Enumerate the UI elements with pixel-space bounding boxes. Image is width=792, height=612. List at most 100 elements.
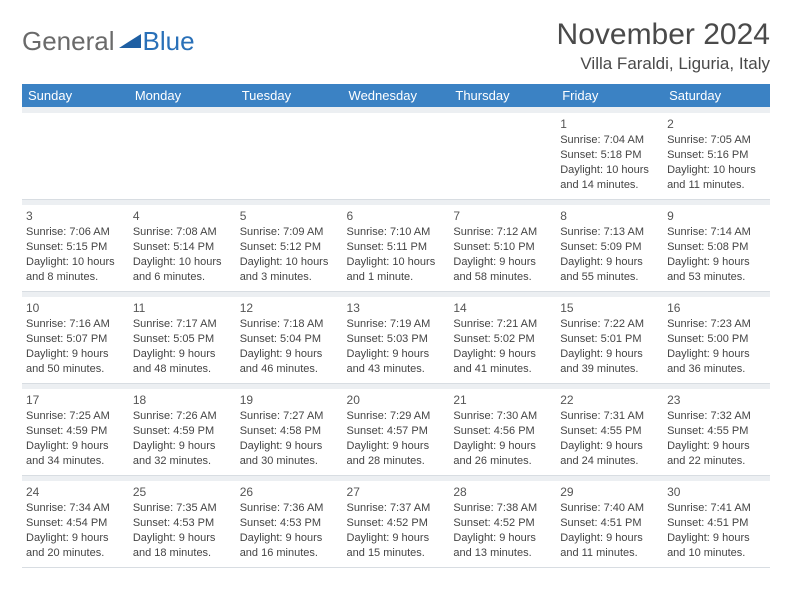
day-number: 12 [240,300,339,316]
daylight-line: Daylight: 10 hours and 14 minutes. [560,163,659,193]
sunrise-line: Sunrise: 7:38 AM [453,501,552,516]
day-number: 17 [26,392,125,408]
day-number: 22 [560,392,659,408]
day-number: 5 [240,208,339,224]
day-cell: 28Sunrise: 7:38 AMSunset: 4:52 PMDayligh… [449,481,556,567]
daylight-line: Daylight: 9 hours and 58 minutes. [453,255,552,285]
daylight-line: Daylight: 9 hours and 30 minutes. [240,439,339,469]
page-title: November 2024 [557,18,770,52]
day-number: 4 [133,208,232,224]
sunrise-line: Sunrise: 7:27 AM [240,409,339,424]
daylight-line: Daylight: 9 hours and 26 minutes. [453,439,552,469]
weekday-header: Sunday [22,84,129,107]
day-cell-empty [449,113,556,199]
sunset-line: Sunset: 5:14 PM [133,240,232,255]
day-cell: 20Sunrise: 7:29 AMSunset: 4:57 PMDayligh… [343,389,450,475]
daylight-line: Daylight: 9 hours and 18 minutes. [133,531,232,561]
sunset-line: Sunset: 5:12 PM [240,240,339,255]
location-subtitle: Villa Faraldi, Liguria, Italy [557,54,770,74]
day-cell: 3Sunrise: 7:06 AMSunset: 5:15 PMDaylight… [22,205,129,291]
week-row: 1Sunrise: 7:04 AMSunset: 5:18 PMDaylight… [22,113,770,199]
day-cell: 24Sunrise: 7:34 AMSunset: 4:54 PMDayligh… [22,481,129,567]
sunset-line: Sunset: 4:56 PM [453,424,552,439]
sunset-line: Sunset: 4:59 PM [133,424,232,439]
sunset-line: Sunset: 5:15 PM [26,240,125,255]
sunrise-line: Sunrise: 7:32 AM [667,409,766,424]
day-number: 29 [560,484,659,500]
daylight-line: Daylight: 9 hours and 24 minutes. [560,439,659,469]
day-cell: 22Sunrise: 7:31 AMSunset: 4:55 PMDayligh… [556,389,663,475]
daylight-line: Daylight: 9 hours and 39 minutes. [560,347,659,377]
sunset-line: Sunset: 5:16 PM [667,148,766,163]
daylight-line: Daylight: 9 hours and 10 minutes. [667,531,766,561]
logo-triangle-icon [119,30,141,53]
sunrise-line: Sunrise: 7:37 AM [347,501,446,516]
sunrise-line: Sunrise: 7:21 AM [453,317,552,332]
sunrise-line: Sunrise: 7:17 AM [133,317,232,332]
sunrise-line: Sunrise: 7:10 AM [347,225,446,240]
daylight-line: Daylight: 10 hours and 11 minutes. [667,163,766,193]
day-number: 24 [26,484,125,500]
daylight-line: Daylight: 9 hours and 36 minutes. [667,347,766,377]
daylight-line: Daylight: 9 hours and 41 minutes. [453,347,552,377]
day-number: 9 [667,208,766,224]
sunset-line: Sunset: 5:18 PM [560,148,659,163]
daylight-line: Daylight: 9 hours and 28 minutes. [347,439,446,469]
week-row: 3Sunrise: 7:06 AMSunset: 5:15 PMDaylight… [22,205,770,291]
daylight-line: Daylight: 9 hours and 48 minutes. [133,347,232,377]
daylight-line: Daylight: 9 hours and 15 minutes. [347,531,446,561]
sunrise-line: Sunrise: 7:29 AM [347,409,446,424]
sunset-line: Sunset: 4:54 PM [26,516,125,531]
sunrise-line: Sunrise: 7:13 AM [560,225,659,240]
day-number: 3 [26,208,125,224]
daylight-line: Daylight: 9 hours and 55 minutes. [560,255,659,285]
sunset-line: Sunset: 5:05 PM [133,332,232,347]
sunset-line: Sunset: 5:02 PM [453,332,552,347]
sunset-line: Sunset: 4:53 PM [133,516,232,531]
day-number: 1 [560,116,659,132]
week-row: 10Sunrise: 7:16 AMSunset: 5:07 PMDayligh… [22,297,770,383]
sunset-line: Sunset: 4:59 PM [26,424,125,439]
sunset-line: Sunset: 4:55 PM [667,424,766,439]
sunset-line: Sunset: 4:55 PM [560,424,659,439]
day-number: 8 [560,208,659,224]
day-cell: 19Sunrise: 7:27 AMSunset: 4:58 PMDayligh… [236,389,343,475]
day-cell: 23Sunrise: 7:32 AMSunset: 4:55 PMDayligh… [663,389,770,475]
sunrise-line: Sunrise: 7:14 AM [667,225,766,240]
daylight-line: Daylight: 9 hours and 13 minutes. [453,531,552,561]
day-number: 20 [347,392,446,408]
sunset-line: Sunset: 5:04 PM [240,332,339,347]
sunrise-line: Sunrise: 7:41 AM [667,501,766,516]
day-number: 25 [133,484,232,500]
day-cell: 10Sunrise: 7:16 AMSunset: 5:07 PMDayligh… [22,297,129,383]
day-number: 30 [667,484,766,500]
day-cell: 16Sunrise: 7:23 AMSunset: 5:00 PMDayligh… [663,297,770,383]
sunrise-line: Sunrise: 7:05 AM [667,133,766,148]
sunset-line: Sunset: 5:01 PM [560,332,659,347]
day-number: 7 [453,208,552,224]
sunset-line: Sunset: 5:08 PM [667,240,766,255]
day-number: 14 [453,300,552,316]
day-number: 2 [667,116,766,132]
sunset-line: Sunset: 4:53 PM [240,516,339,531]
sunrise-line: Sunrise: 7:08 AM [133,225,232,240]
sunrise-line: Sunrise: 7:09 AM [240,225,339,240]
day-cell-empty [22,113,129,199]
sunrise-line: Sunrise: 7:12 AM [453,225,552,240]
daylight-line: Daylight: 9 hours and 16 minutes. [240,531,339,561]
logo-text-blue: Blue [143,26,195,57]
daylight-line: Daylight: 9 hours and 20 minutes. [26,531,125,561]
day-number: 26 [240,484,339,500]
day-cell-empty [129,113,236,199]
daylight-line: Daylight: 9 hours and 34 minutes. [26,439,125,469]
day-number: 15 [560,300,659,316]
sunset-line: Sunset: 4:51 PM [667,516,766,531]
daylight-line: Daylight: 9 hours and 32 minutes. [133,439,232,469]
sunset-line: Sunset: 5:07 PM [26,332,125,347]
sunset-line: Sunset: 4:52 PM [453,516,552,531]
day-cell: 29Sunrise: 7:40 AMSunset: 4:51 PMDayligh… [556,481,663,567]
sunrise-line: Sunrise: 7:16 AM [26,317,125,332]
day-cell: 2Sunrise: 7:05 AMSunset: 5:16 PMDaylight… [663,113,770,199]
day-number: 13 [347,300,446,316]
day-cell: 8Sunrise: 7:13 AMSunset: 5:09 PMDaylight… [556,205,663,291]
